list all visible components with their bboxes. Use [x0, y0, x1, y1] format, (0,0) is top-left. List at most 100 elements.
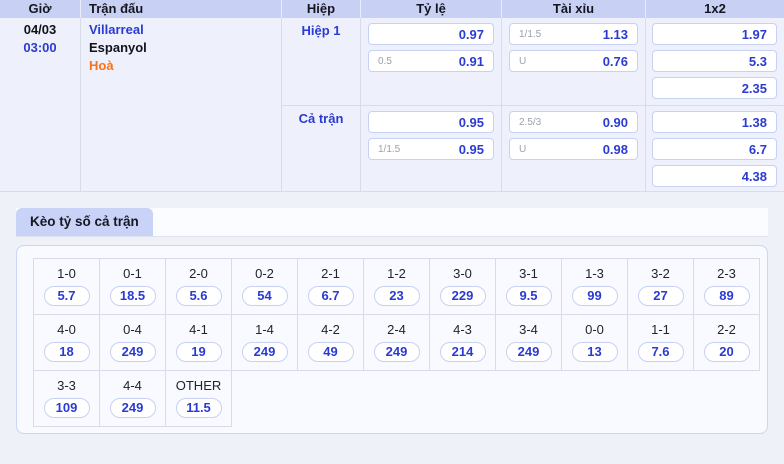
score-label: 0-4: [123, 322, 142, 337]
score-label: 2-2: [717, 322, 736, 337]
score-odds-button[interactable]: 27: [637, 286, 684, 306]
odds-box-over-under[interactable]: U 0.98: [509, 138, 638, 160]
score-cell: 0-2 54: [232, 259, 298, 315]
over-under-odds-first-half: 1/1.5 1.13 U 0.76: [501, 18, 645, 105]
odds-value: 0.98: [602, 141, 628, 157]
score-odds-button[interactable]: 5.7: [43, 286, 90, 306]
score-odds-button[interactable]: 18.5: [109, 286, 156, 306]
odds-value: 1.97: [741, 26, 767, 42]
score-odds-button[interactable]: 99: [571, 286, 618, 306]
score-odds-button[interactable]: 229: [439, 286, 486, 306]
col-header-over-under: Tài xỉu: [501, 0, 645, 18]
odds-box-1x2[interactable]: 1.97: [652, 23, 777, 45]
score-label: 3-2: [651, 266, 670, 281]
score-label: OTHER: [175, 378, 222, 393]
score-odds-button[interactable]: 7.6: [637, 342, 684, 362]
odds-value: 1.38: [741, 114, 767, 130]
score-odds-button[interactable]: 20: [703, 342, 750, 362]
odds-box-over-under[interactable]: U 0.76: [509, 50, 638, 72]
score-cell: 0-0 13: [562, 315, 628, 371]
over-under-line: 1/1.5: [519, 28, 542, 40]
score-cell: 1-3 99: [562, 259, 628, 315]
score-odds-button[interactable]: 13: [571, 342, 618, 362]
score-odds-button[interactable]: 11.5: [175, 398, 222, 418]
score-odds-button[interactable]: 249: [109, 342, 156, 362]
over-under-line: U: [519, 55, 527, 67]
odds-value: 1.13: [602, 26, 628, 42]
odds-box-handicap[interactable]: 1/1.5 0.95: [368, 138, 494, 160]
score-label: 1-4: [255, 322, 274, 337]
odds-value: 0.95: [458, 114, 484, 130]
score-grid-row: 3-3 109 4-4 249 OTHER 11.5: [33, 371, 232, 427]
score-odds-button[interactable]: 9.5: [505, 286, 552, 306]
score-odds-button[interactable]: 249: [505, 342, 552, 362]
score-odds-button[interactable]: 249: [241, 342, 288, 362]
score-label: 3-4: [519, 322, 538, 337]
score-cell: 4-1 19: [166, 315, 232, 371]
odds-box-over-under[interactable]: 2.5/3 0.90: [509, 111, 638, 133]
score-odds-button[interactable]: 54: [241, 286, 288, 306]
col-header-time: Giờ: [28, 1, 52, 16]
score-cell: 2-0 5.6: [166, 259, 232, 315]
score-cell: 4-3 214: [430, 315, 496, 371]
col-header-handicap: Tỷ lệ: [360, 0, 501, 18]
score-odds-button[interactable]: 214: [439, 342, 486, 362]
handicap-line: 1/1.5: [378, 143, 401, 155]
score-label: 1-2: [387, 266, 406, 281]
odds-value: 0.95: [458, 141, 484, 157]
odds-box-1x2[interactable]: 5.3: [652, 50, 777, 72]
score-cell: 2-1 6.7: [298, 259, 364, 315]
score-cell: 3-4 249: [496, 315, 562, 371]
match-date: 04/03: [23, 22, 57, 37]
score-label: 2-0: [189, 266, 208, 281]
odds-box-1x2[interactable]: 1.38: [652, 111, 777, 133]
odds-value: 4.38: [741, 168, 767, 184]
score-odds-button[interactable]: 18: [43, 342, 90, 362]
odds-box-1x2[interactable]: 2.35: [652, 77, 777, 99]
score-odds-button[interactable]: 249: [373, 342, 420, 362]
score-label: 3-1: [519, 266, 538, 281]
handicap-line: 0.5: [378, 55, 392, 67]
score-cell: 3-0 229: [430, 259, 496, 315]
score-cell: 0-1 18.5: [100, 259, 166, 315]
score-odds-button[interactable]: 89: [703, 286, 750, 306]
odds-box-over-under[interactable]: 1/1.5 1.13: [509, 23, 638, 45]
section-label-first-half: Hiệp 1: [281, 18, 360, 105]
col-header-1x2: 1x2: [645, 0, 784, 18]
odds-box-handicap[interactable]: 0.97: [368, 23, 494, 45]
score-label: 1-1: [651, 322, 670, 337]
score-odds-button[interactable]: 109: [43, 398, 90, 418]
score-odds-button[interactable]: 19: [175, 342, 222, 362]
score-cell: 0-4 249: [100, 315, 166, 371]
tab-full-match-score-odds[interactable]: Kèo tỷ số cả trận: [16, 208, 153, 236]
score-odds-button[interactable]: 49: [307, 342, 354, 362]
col-header-match: Trận đấu: [80, 0, 281, 18]
score-cell: 1-1 7.6: [628, 315, 694, 371]
score-label: 1-3: [585, 266, 604, 281]
handicap-odds-first-half: 0.97 0.5 0.91: [360, 18, 501, 105]
score-label: 3-0: [453, 266, 472, 281]
handicap-odds-full-match: 0.95 1/1.5 0.95: [360, 105, 501, 191]
odds-box-handicap[interactable]: 0.95: [368, 111, 494, 133]
odds-box-handicap[interactable]: 0.5 0.91: [368, 50, 494, 72]
odds-table-body: 04/03 03:00 Villarreal Espanyol Hoà Hiệp…: [0, 18, 784, 192]
score-odds-button[interactable]: 6.7: [307, 286, 354, 306]
score-cell: 1-0 5.7: [34, 259, 100, 315]
section-label-full-match: Cả trận: [281, 105, 360, 191]
odds-box-1x2[interactable]: 4.38: [652, 165, 777, 187]
col-header-half: Hiệp: [281, 0, 360, 18]
odds-table-header: Giờ Trận đấu Hiệp Tỷ lệ Tài xỉu 1x2: [0, 0, 784, 18]
match-teams-cell: Villarreal Espanyol Hoà: [80, 18, 281, 191]
score-grid-row: 4-0 18 0-4 249 4-1 19 1-4 249 4-2 49 2-4 249 4-3 214 3…: [33, 315, 760, 371]
score-cell: OTHER 11.5: [166, 371, 232, 427]
score-odds-button[interactable]: 5.6: [175, 286, 222, 306]
score-cell: 1-4 249: [232, 315, 298, 371]
score-odds-button[interactable]: 23: [373, 286, 420, 306]
odds-box-1x2[interactable]: 6.7: [652, 138, 777, 160]
home-team-link[interactable]: Villarreal: [89, 22, 144, 37]
score-odds-button[interactable]: 249: [109, 398, 156, 418]
draw-label: Hoà: [89, 58, 114, 73]
match-time-cell: 04/03 03:00: [0, 18, 80, 191]
odds-value: 5.3: [748, 53, 767, 69]
odds-value: 6.7: [748, 141, 767, 157]
